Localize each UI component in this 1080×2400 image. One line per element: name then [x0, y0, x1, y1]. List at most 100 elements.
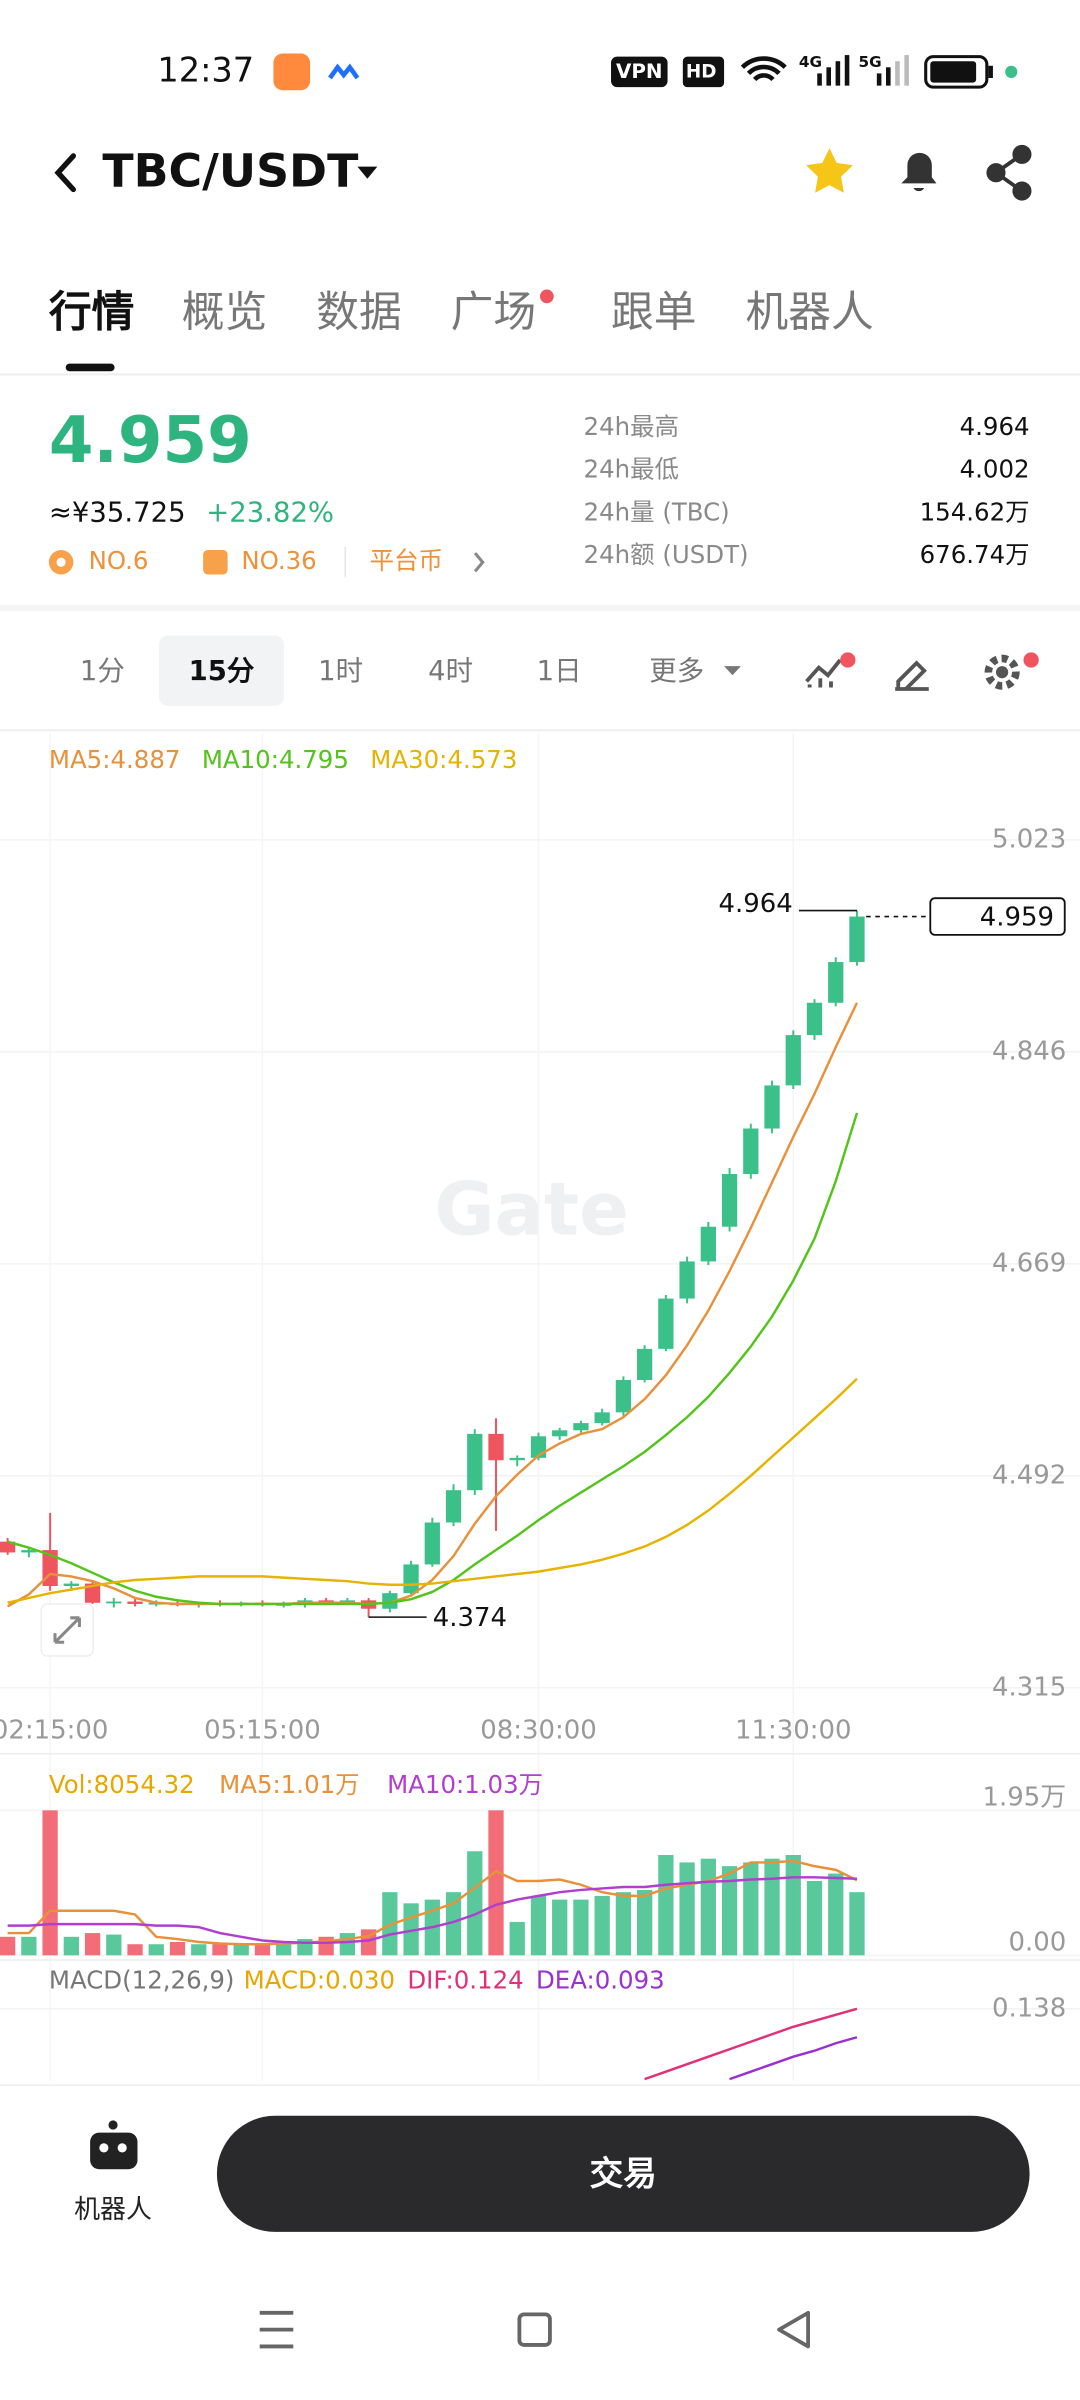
x-tick-label: 05:15:00 [204, 1715, 321, 1745]
chevron[interactable] [473, 552, 485, 573]
nav-back[interactable] [777, 2310, 810, 2349]
tab[interactable]: 机器人 [745, 287, 873, 337]
last-price-box [929, 897, 1066, 936]
network-label: 4G [799, 53, 822, 71]
price-change: +23.82% [206, 496, 334, 528]
tab[interactable]: 数据 [316, 287, 402, 337]
x-tick-label: 02:15:00 [0, 1715, 108, 1745]
category-tag[interactable]: 平台币 [370, 546, 443, 575]
last-price: 4.959 [49, 403, 252, 478]
nav-home[interactable] [517, 2312, 552, 2347]
draw-button[interactable] [895, 660, 929, 691]
hd-label: HD [686, 62, 717, 83]
candle-body [106, 1601, 122, 1604]
share-button[interactable] [986, 144, 1032, 201]
candle-body [594, 1412, 610, 1424]
interval[interactable]: 4时 [428, 655, 473, 687]
volume-bar [764, 1858, 780, 1956]
volume-bar [127, 1944, 143, 1956]
tab[interactable]: 跟单 [611, 287, 697, 337]
indicator-line [7, 1876, 858, 1944]
volume-bar [785, 1854, 801, 1956]
tab[interactable]: 行情 [49, 287, 135, 337]
volume-bar [467, 1851, 483, 1956]
watermark: Gate [434, 1168, 628, 1253]
x-tick-label: 11:30:00 [735, 1715, 852, 1745]
candle-body [658, 1298, 674, 1349]
volume-bar [233, 1944, 249, 1956]
trade-button[interactable] [216, 2115, 1030, 2232]
pair-dropdown[interactable] [357, 166, 378, 179]
robot-label[interactable]: 机器人 [74, 2195, 152, 2225]
trade-label[interactable]: 交易 [590, 2154, 657, 2193]
rank-icon [56, 557, 66, 567]
notification-dot [840, 652, 856, 668]
candle-body [764, 1085, 780, 1129]
favorite-button[interactable] [806, 148, 853, 193]
more-dropdown[interactable] [724, 666, 741, 676]
settings-button[interactable] [995, 666, 1009, 679]
candle-body [849, 916, 865, 963]
candle-body [785, 1035, 801, 1086]
vpn-label: VPN [616, 60, 663, 83]
legend-item: MACD(12,26,9) [49, 1965, 235, 1994]
volume-bar [700, 1858, 716, 1956]
candle-body [488, 1433, 504, 1461]
y-tick-label: 4.315 [992, 1672, 1066, 1702]
settings-button[interactable] [984, 654, 1020, 690]
tab[interactable]: 广场 [451, 287, 537, 337]
candle-body [21, 1550, 37, 1553]
rank-label[interactable]: NO.36 [241, 546, 316, 575]
notification-dot [540, 289, 554, 304]
candles [0, 910, 865, 1618]
interval[interactable]: 1分 [80, 655, 125, 687]
status-bar: 12:37 VPN HD 4G 5G [157, 50, 1018, 91]
robot-button[interactable] [90, 2120, 138, 2170]
y-tick-label: 5.023 [992, 824, 1066, 854]
pair-title[interactable]: TBC/USDT [102, 144, 358, 198]
indicator-line [7, 1377, 858, 1604]
back-button[interactable] [54, 153, 76, 193]
volume-bar [594, 1895, 610, 1956]
indicator-line [7, 1859, 858, 1946]
battery-icon [924, 55, 989, 89]
volume-bar [276, 1942, 292, 1956]
candle-body [721, 1174, 738, 1227]
candle-body [509, 1457, 525, 1461]
alert-button[interactable] [901, 152, 937, 192]
volume-bars [0, 1810, 865, 1956]
volume-bar [743, 1862, 759, 1956]
y-tick-label: 1.95万 [983, 1783, 1067, 1813]
interval[interactable]: 15分 [189, 655, 255, 687]
app-icon [273, 53, 311, 91]
volume-bar [212, 1944, 228, 1956]
stat-value: 676.74万 [920, 540, 1030, 569]
tab[interactable]: 概览 [182, 287, 268, 337]
signal-icon [876, 55, 909, 86]
candle-body [467, 1433, 483, 1491]
indicator-button[interactable] [805, 658, 842, 688]
stat-label: 24h额 (USDT) [584, 540, 749, 569]
volume-bar [573, 1899, 589, 1956]
legend-item: MA10:1.03万 [387, 1770, 543, 1799]
candle-body [63, 1583, 79, 1586]
volume-bar [828, 1873, 844, 1956]
stat-label: 24h最高 [584, 412, 679, 441]
rank-label[interactable]: NO.6 [89, 546, 149, 575]
fullscreen-icon[interactable] [53, 1616, 81, 1644]
stat-label: 24h最低 [584, 455, 679, 484]
interval[interactable]: 更多 [649, 655, 704, 687]
interval[interactable]: 1时 [318, 655, 363, 687]
divider [0, 605, 1080, 612]
legend-item: DIF:0.124 [407, 1965, 523, 1994]
candle-body [615, 1380, 632, 1413]
volume-bar [339, 1933, 356, 1956]
interval[interactable]: 1日 [537, 655, 582, 687]
volume-bar [63, 1936, 79, 1956]
min-label: 4.374 [433, 1603, 507, 1633]
volume-bar [148, 1944, 164, 1956]
volume-bar [42, 1810, 58, 1956]
nav-menu[interactable] [259, 2310, 294, 2349]
